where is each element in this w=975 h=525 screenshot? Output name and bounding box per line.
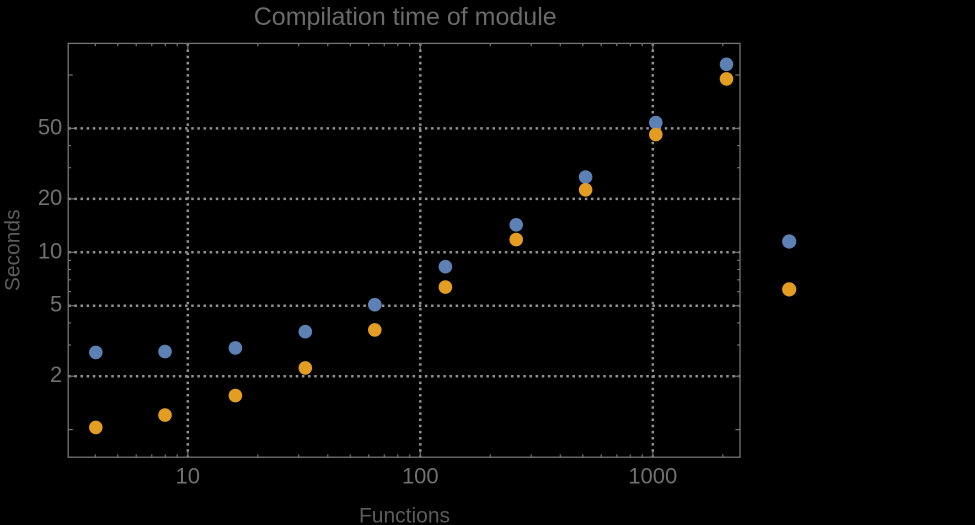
svg-text:50: 50 <box>38 114 62 139</box>
svg-text:Compilation time of module: Compilation time of module <box>254 3 557 31</box>
svg-text:Functions: Functions <box>359 504 450 525</box>
svg-text:10: 10 <box>38 238 62 263</box>
svg-text:Seconds: Seconds <box>1 209 24 291</box>
svg-text:20: 20 <box>38 185 62 210</box>
svg-text:2: 2 <box>50 362 62 387</box>
svg-text:5: 5 <box>50 292 62 317</box>
svg-text:100: 100 <box>402 464 439 489</box>
svg-text:10: 10 <box>176 464 200 489</box>
svg-text:1000: 1000 <box>628 464 677 489</box>
